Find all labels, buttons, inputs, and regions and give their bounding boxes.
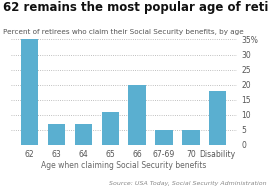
Text: 62 remains the most popular age of retirement!: 62 remains the most popular age of retir… <box>3 1 269 14</box>
Bar <box>75 124 92 145</box>
Bar <box>102 112 119 145</box>
Text: Source: USA Today, Social Security Administration: Source: USA Today, Social Security Admin… <box>109 181 266 186</box>
Bar <box>209 91 226 145</box>
X-axis label: Age when claiming Social Security benefits: Age when claiming Social Security benefi… <box>41 161 206 170</box>
Bar <box>48 124 65 145</box>
Bar <box>21 39 38 145</box>
Bar <box>128 85 146 145</box>
Bar <box>155 130 173 145</box>
Text: Percent of retirees who claim their Social Security benefits, by age: Percent of retirees who claim their Soci… <box>3 29 243 35</box>
Bar <box>182 130 200 145</box>
